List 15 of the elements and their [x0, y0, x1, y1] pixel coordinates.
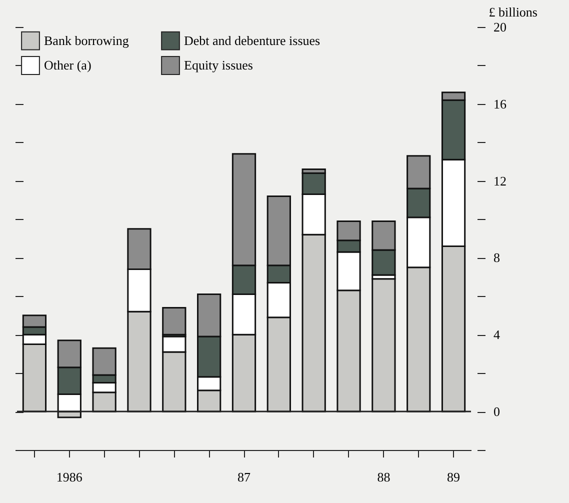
x-tick-label: 88	[377, 470, 390, 484]
y-tick-label: 12	[494, 173, 506, 188]
y-tick-label: 16	[494, 96, 507, 112]
x-tick-label: 89	[447, 470, 460, 484]
x-tick-label: 1986	[56, 470, 83, 484]
y-tick-label: 0	[494, 404, 500, 420]
x-tick-label: 87	[238, 470, 251, 484]
legend-label: Bank borrowing	[44, 32, 130, 48]
y-tick-label: 8	[494, 250, 500, 266]
y-axis-title: £ billions	[488, 4, 538, 20]
y-tick-label: 20	[494, 20, 506, 34]
legend-label: Other (a)	[44, 58, 92, 72]
y-tick-label: 4	[494, 327, 500, 342]
legend-label: Equity issues	[184, 58, 253, 72]
legend-label: Debt and debenture issues	[184, 32, 320, 48]
